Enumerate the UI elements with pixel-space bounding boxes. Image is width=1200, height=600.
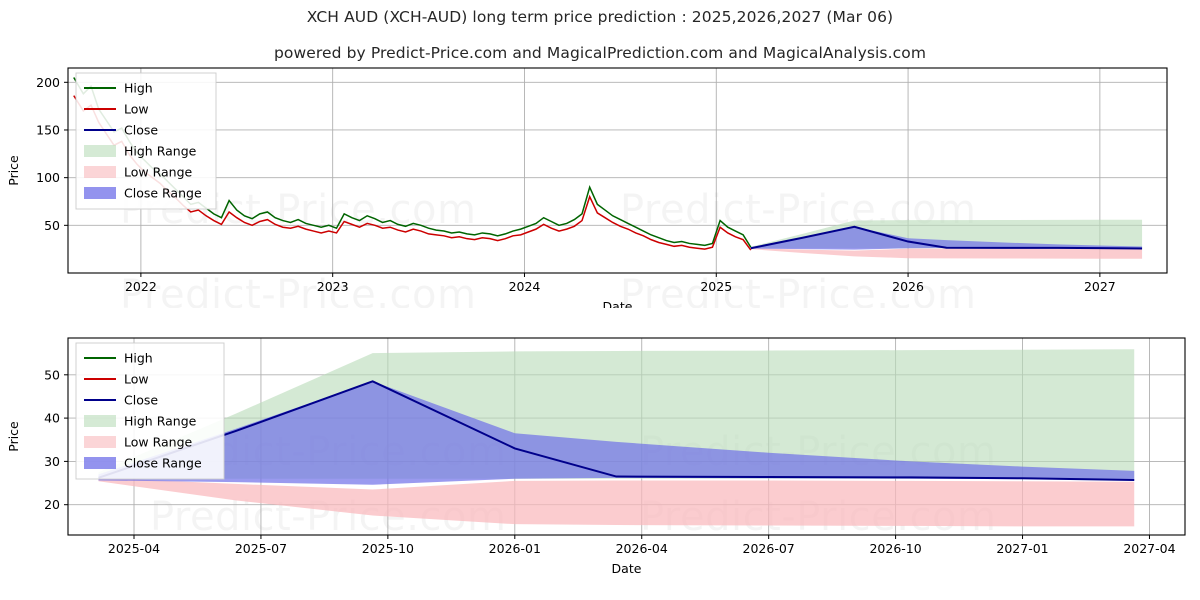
watermark-text: Predict-Price.com — [120, 272, 476, 308]
low-range-band — [750, 248, 1143, 259]
legend-swatch-band — [84, 415, 116, 427]
legend-item-label: Close Range — [124, 456, 202, 471]
x-tick-label: 2027 — [1084, 279, 1116, 294]
legend-swatch-band — [84, 166, 116, 178]
y-tick-label: 50 — [44, 218, 60, 233]
chart-legend: High Low Close High Range Low Range Close Ran… — [75, 342, 225, 480]
y-axis-title: Price — [6, 155, 21, 186]
legend-item-label: Close — [124, 393, 158, 408]
close-range-band — [98, 381, 1135, 485]
legend-item-label: Low Range — [124, 165, 193, 180]
y-tick-label: 40 — [44, 411, 60, 426]
x-tick-label: 2027-01 — [996, 541, 1048, 556]
x-tick-label: 2024 — [509, 279, 541, 294]
x-tick-label: 2022 — [125, 279, 157, 294]
x-tick-label: 2026-10 — [869, 541, 921, 556]
top-price-chart: Predict-Price.com Predict-Price.comPredic… — [6, 67, 1168, 308]
y-tick-label: 100 — [36, 170, 60, 185]
low-range-band — [98, 477, 1135, 527]
x-axis-title: Date — [612, 561, 642, 576]
close-range-band — [750, 226, 1143, 250]
legend-background — [75, 342, 225, 480]
x-tick-label: 2025-04 — [108, 541, 160, 556]
x-tick-label: 2025-07 — [235, 541, 287, 556]
x-tick-label: 2026-04 — [616, 541, 668, 556]
y-tick-label: 200 — [36, 75, 60, 90]
chart-legend: High Low Close High Range Low Range Close Ran… — [75, 72, 217, 210]
legend-item-label: High Range — [124, 414, 197, 429]
x-axis-title: Date — [603, 299, 633, 308]
y-tick-label: 30 — [44, 454, 60, 469]
plot-frame — [67, 67, 1168, 274]
x-tick-label: 2026-01 — [489, 541, 541, 556]
legend-swatch-band — [84, 436, 116, 448]
legend-item-label: High — [124, 81, 153, 96]
close-series-line — [750, 225, 1143, 250]
x-tick-label: 2025 — [700, 279, 732, 294]
bottom-forecast-chart: Predict-Price.comPredict-Price.comPredic… — [6, 337, 1186, 576]
y-tick-label: 20 — [44, 497, 60, 512]
legend-item-label: Low — [124, 102, 149, 117]
low-series-line — [73, 95, 752, 251]
legend-item-label: Low — [124, 372, 149, 387]
plot-frame — [67, 337, 1186, 536]
watermark-text: Predict-Price.com — [620, 272, 976, 308]
y-tick-label: 50 — [44, 367, 60, 382]
x-tick-label: 2025-10 — [362, 541, 414, 556]
legend-swatch-band — [84, 187, 116, 199]
x-tick-label: 2023 — [317, 279, 349, 294]
x-tick-label: 2026 — [892, 279, 924, 294]
page-subtitle: powered by Predict-Price.com and Magical… — [273, 44, 927, 62]
legend-swatch-band — [84, 145, 116, 157]
close-series-line — [98, 380, 1135, 482]
legend-swatch-band — [84, 457, 116, 469]
legend-item-label: High — [124, 351, 153, 366]
legend-item-label: Close Range — [124, 186, 202, 201]
legend-item-label: Close — [124, 123, 158, 138]
legend-item-label: Low Range — [124, 435, 193, 450]
legend-item-label: High Range — [124, 144, 197, 159]
x-tick-label: 2027-04 — [1123, 541, 1175, 556]
legend-background — [75, 72, 217, 210]
y-tick-label: 150 — [36, 122, 60, 137]
y-axis-title: Price — [6, 421, 21, 452]
page-title: XCH AUD (XCH-AUD) long term price predic… — [306, 8, 894, 26]
x-tick-label: 2026-07 — [743, 541, 795, 556]
